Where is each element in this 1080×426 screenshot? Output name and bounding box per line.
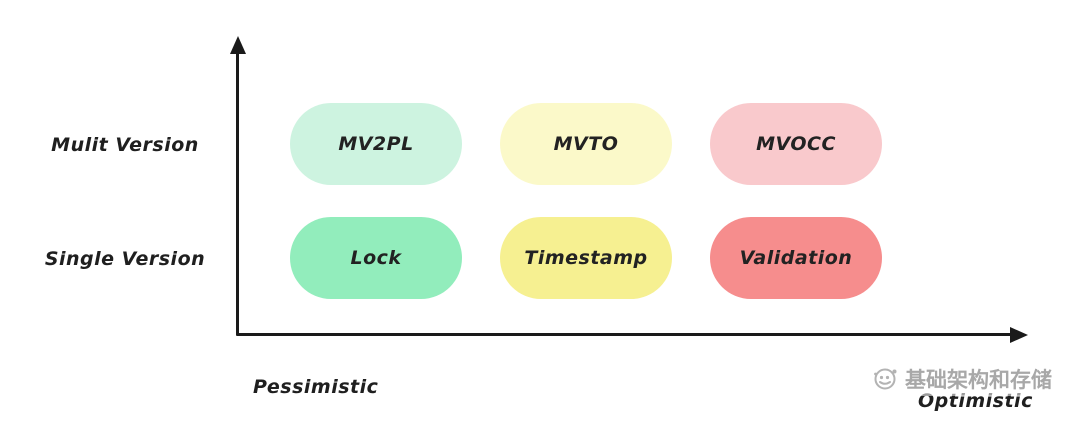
pill-timestamp: Timestamp bbox=[500, 217, 672, 299]
watermark-text: 基础架构和存储 bbox=[905, 368, 1052, 392]
x-axis-label-pessimistic: Pessimistic bbox=[253, 376, 379, 398]
pill-lock: Lock bbox=[290, 217, 462, 299]
watermark: 基础架构和存储 bbox=[869, 362, 1054, 396]
row-label-multi-version: Mulit Version bbox=[51, 134, 199, 156]
row-label-single-version: Single Version bbox=[44, 248, 206, 270]
pill-mv2pl: MV2PL bbox=[290, 103, 462, 185]
wechat-icon bbox=[871, 365, 899, 393]
pill-mvto: MVTO bbox=[500, 103, 672, 185]
pill-mvocc: MVOCC bbox=[710, 103, 882, 185]
pill-validation: Validation bbox=[710, 217, 882, 299]
x-axis-arrowhead-icon bbox=[1010, 326, 1028, 343]
x-axis-line bbox=[236, 333, 1012, 336]
y-axis-line bbox=[236, 52, 239, 336]
y-axis-arrowhead-icon bbox=[229, 36, 246, 54]
